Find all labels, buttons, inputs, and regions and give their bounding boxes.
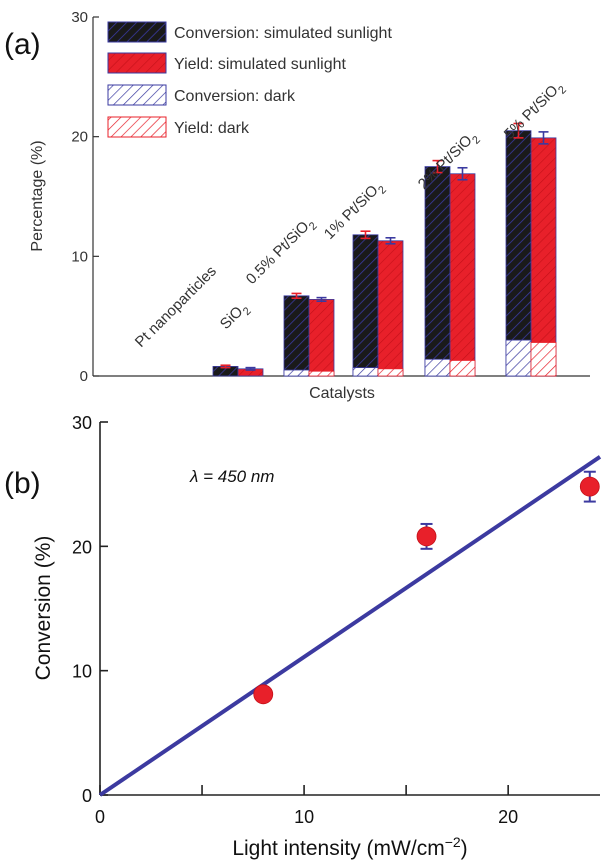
bar-conversion-dark (424, 358, 451, 377)
bar-yield-dark (308, 370, 335, 377)
legend-label-yield-sunlight: Yield: simulated sunlight (174, 56, 347, 73)
legend-label-conversion-dark: Conversion: dark (174, 88, 296, 105)
panel-b-label: (b) (4, 467, 41, 500)
data-point (579, 470, 600, 503)
panel-a-bars (212, 122, 557, 377)
panel-a-label: (a) (4, 28, 41, 61)
legend-swatch-conversion-sunlight (107, 21, 167, 43)
bar-yield-sunlight (308, 299, 335, 377)
data-point-marker (416, 526, 437, 547)
panel-b-x-tick-label: 0 (95, 807, 105, 827)
panel-a-y-axis-label: Percentage (%) (29, 140, 46, 251)
panel-a-legend: Conversion: simulated sunlight Yield: si… (107, 21, 392, 138)
panel-a-y-tick-label: 0 (80, 368, 88, 385)
error-bar-yield (245, 366, 256, 371)
category-label: Pt nanoparticles (132, 263, 220, 351)
panel-b-y-tick-label: 30 (72, 413, 92, 433)
data-point (253, 684, 274, 705)
panel-b-y-tick-label: 10 (72, 662, 92, 682)
category-label: 0.5% Pt/SiO2 (243, 214, 320, 291)
bar-conversion-sunlight (505, 130, 532, 377)
bar-yield-dark (530, 342, 557, 377)
bar-conversion-sunlight (352, 234, 379, 377)
bar-yield-sunlight (377, 240, 404, 377)
panel-a-y-tick-label: 20 (71, 129, 88, 146)
error-bar-conversion (220, 364, 231, 369)
panel-b-x-tick-label: 10 (294, 807, 314, 827)
legend-swatch-yield-sunlight (107, 52, 167, 74)
bar-yield-sunlight (530, 137, 557, 377)
legend-swatch-yield-dark (107, 116, 167, 138)
error-bar-conversion (360, 230, 371, 240)
panel-b-y-tick-label: 0 (82, 786, 92, 806)
panel-a-y-tick-label: 30 (71, 9, 88, 26)
legend-item-conversion-sunlight: Conversion: simulated sunlight (107, 21, 392, 43)
bar-conversion-dark (283, 369, 310, 377)
panel-a-x-axis-label: Catalysts (309, 385, 375, 402)
panel-a-y-axis: 0 10 20 30 Percentage (%) (29, 9, 99, 385)
error-bar-yield (316, 296, 327, 303)
bar-conversion-dark (505, 339, 532, 377)
legend-item-yield-dark: Yield: dark (107, 116, 250, 138)
panel-b-x-tick-label: 20 (498, 807, 518, 827)
bar-conversion-sunlight (424, 166, 451, 377)
error-bar-yield (385, 236, 396, 245)
error-bar-yield (538, 131, 549, 145)
panel-b: (b) 0 10 20 30 0 10 20 Conversion (%) Light i… (4, 413, 602, 860)
bar-yield-sunlight (449, 173, 476, 377)
panel-b-y-tick-label: 20 (72, 537, 92, 557)
bar-conversion-dark (352, 367, 379, 377)
panel-b-y-axis-label: Conversion (%) (32, 536, 55, 681)
error-bar-conversion (291, 292, 302, 300)
legend-item-conversion-dark: Conversion: dark (107, 84, 296, 106)
bar-yield-dark (377, 368, 404, 377)
error-bar-conversion (432, 159, 443, 174)
legend-swatch-conversion-dark (107, 84, 167, 106)
legend-label-conversion-sunlight: Conversion: simulated sunlight (174, 25, 392, 42)
panel-b-points (253, 470, 600, 705)
fit-line (98, 455, 602, 797)
error-bar-yield (457, 166, 468, 181)
data-point-marker (253, 684, 274, 705)
panel-b-axes: 0 10 20 30 0 10 20 Conversion (%) Light inten… (32, 413, 600, 860)
error-bar-conversion (513, 122, 524, 139)
bar-conversion-sunlight (283, 295, 310, 377)
data-point (416, 522, 437, 550)
panel-a-x-axis: Catalysts (93, 375, 590, 402)
panel-a-y-tick-label: 10 (71, 248, 88, 265)
legend-item-yield-sunlight: Yield: simulated sunlight (107, 52, 347, 74)
legend-label-yield-dark: Yield: dark (174, 120, 250, 137)
panel-a: (a) 0 10 20 30 Percentage (%) Catalysts Pt … (4, 9, 590, 402)
data-point-marker (579, 476, 600, 497)
category-label: SiO2 (217, 299, 254, 336)
wavelength-annotation: λ = 450 nm (189, 467, 274, 486)
panel-b-x-axis-label: Light intensity (mW/cm−2) (232, 834, 467, 860)
category-label: 5% Pt/SiO2 (501, 78, 569, 146)
bar-yield-dark (449, 360, 476, 377)
